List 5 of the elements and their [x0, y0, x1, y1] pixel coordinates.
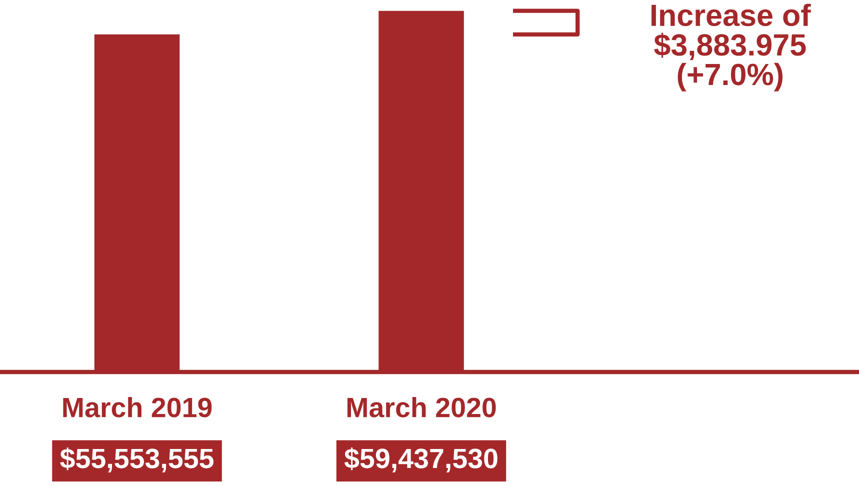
x-tick-label: March 2020 [347, 396, 496, 418]
data-label: $55,553,555 [60, 447, 214, 472]
data-label: $59,437,530 [344, 447, 498, 472]
x-tick-label: March 2019 [63, 396, 212, 418]
text: Increase of $3,883.975 (+7.0%) [652, 4, 811, 92]
